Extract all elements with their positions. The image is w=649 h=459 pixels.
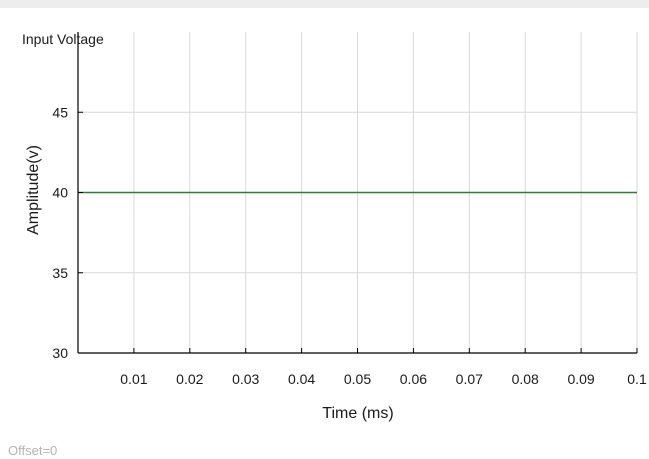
y-tick-label: 40	[52, 185, 68, 201]
y-tick-label: 45	[52, 104, 68, 120]
x-tick-label: 0.04	[288, 371, 315, 387]
x-tick-label: 0.07	[456, 371, 483, 387]
x-tick-label: 0.02	[176, 371, 203, 387]
x-tick-label: 0.03	[232, 371, 259, 387]
y-axis-title: Amplitude(v)	[25, 145, 42, 235]
x-axis-title: Time (ms)	[322, 405, 393, 422]
scope-top-band	[0, 0, 649, 8]
x-tick-label: 0.08	[512, 371, 539, 387]
x-tick-label: 0.05	[344, 371, 371, 387]
x-tick-label: 0.09	[567, 371, 594, 387]
y-tick-label: 35	[52, 265, 68, 281]
x-tick-label: 0.06	[400, 371, 427, 387]
axes-frame	[77, 32, 638, 354]
y-tick-label: 30	[52, 345, 68, 361]
x-tick-labels: 0.01 0.02 0.03 0.04 0.05 0.06 0.07 0.08 0.09 0.1	[120, 371, 647, 387]
chart-title: Input Voltage	[22, 31, 104, 47]
y-tick-labels: 30 35 40 45	[52, 104, 68, 361]
offset-readout: Offset=0	[8, 443, 57, 458]
x-tick-label: 0.1	[627, 371, 647, 387]
x-tick-label: 0.01	[120, 371, 147, 387]
